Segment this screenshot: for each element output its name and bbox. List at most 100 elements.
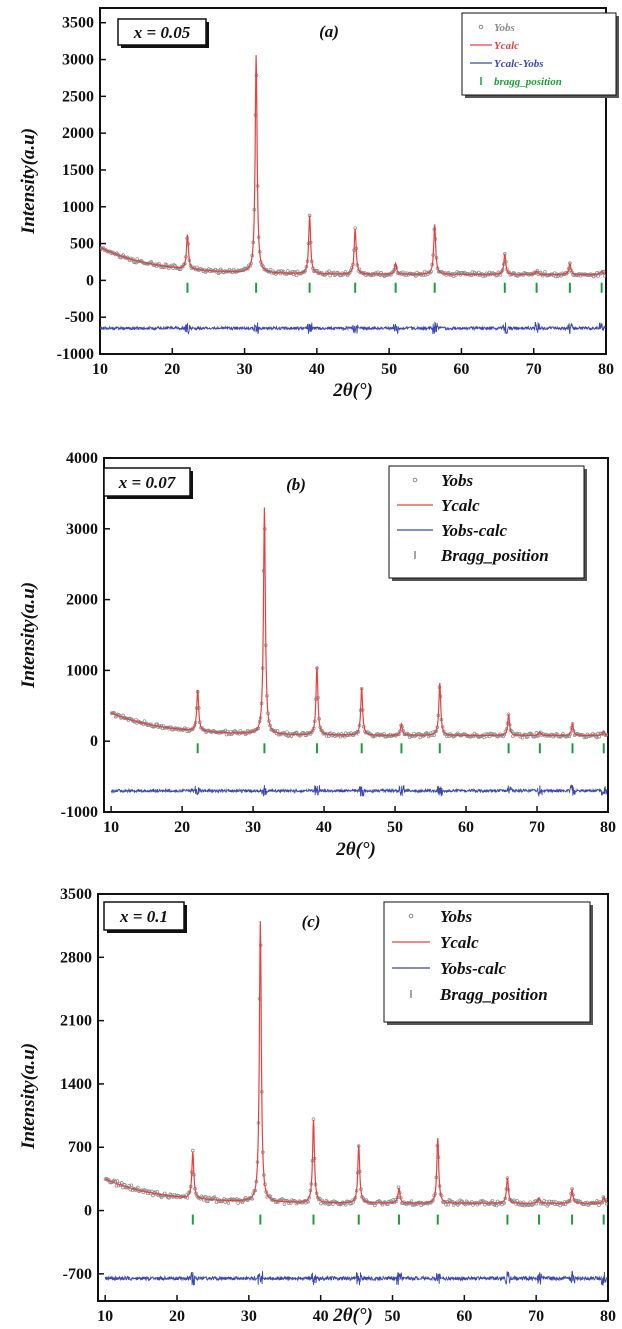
x-tick-label: 70 — [526, 361, 542, 378]
y-tick-label: 0 — [86, 272, 94, 289]
difference-line — [104, 1270, 608, 1286]
difference-line — [100, 321, 606, 335]
y-tick-label: 2000 — [62, 125, 94, 142]
yobs-point — [167, 1196, 171, 1200]
yobs-point — [344, 1202, 348, 1207]
y-tick-label: 3000 — [66, 521, 98, 538]
x-tick-label: 20 — [174, 819, 190, 836]
yobs-point — [136, 1185, 140, 1190]
y-tick-label: 2000 — [66, 592, 98, 609]
legend-symbol-yobs — [478, 24, 484, 30]
yobs-point — [246, 266, 250, 271]
y-tick-label: -1000 — [61, 804, 98, 821]
y-tick-label: 3500 — [60, 886, 92, 903]
yobs-point — [114, 1184, 119, 1188]
yobs-point — [327, 269, 331, 274]
legend-entry: bragg_position — [494, 76, 562, 88]
yobs-point — [306, 1199, 310, 1204]
yobs-point — [297, 733, 301, 737]
x-tick-label: 60 — [458, 819, 474, 836]
legend-box — [383, 901, 591, 1023]
yobs-point — [129, 1183, 134, 1187]
x-tick-label: 70 — [528, 1308, 544, 1325]
y-tick-label: 500 — [70, 236, 94, 253]
x-tick-label: 60 — [453, 361, 469, 378]
yobs-point — [191, 1148, 195, 1153]
y-tick-label: -500 — [65, 309, 94, 326]
plot-area — [100, 55, 606, 335]
yobs-point — [119, 1181, 124, 1185]
x-tick-label: 70 — [529, 819, 545, 836]
legend-symbol-yobs — [412, 477, 418, 483]
yobs-point — [155, 1189, 160, 1194]
legend-entry: Bragg_position — [439, 985, 548, 1004]
y-axis-title: Intensity(a.u) — [18, 128, 39, 235]
x-tick-label: 80 — [600, 819, 616, 836]
yobs-point — [595, 735, 599, 740]
x-tick-label: 80 — [598, 361, 614, 378]
ycalc-line — [105, 921, 608, 1204]
panel-label: (c) — [302, 912, 321, 931]
x-tick-label: 80 — [600, 1308, 616, 1325]
legend-entry: Yobs-calc — [440, 959, 507, 978]
yobs-point — [454, 273, 458, 277]
legend-entry: Yobs — [494, 22, 515, 34]
plot-frame — [99, 7, 607, 355]
yobs-point — [206, 1199, 210, 1204]
y-tick-label: 2500 — [62, 88, 94, 105]
yobs-point — [542, 1199, 546, 1203]
y-tick-label: 1000 — [66, 662, 98, 679]
y-tick-label: 3500 — [62, 15, 94, 32]
plot-frame — [103, 457, 609, 813]
panel-c: 10 20 30 40 50 60 70 80 -700 0 700 1400 2100 2800 3500… — [18, 886, 616, 1326]
x-tick-label: 20 — [164, 361, 180, 378]
yobs-point — [236, 1201, 240, 1205]
y-tick-label: 0 — [90, 733, 98, 750]
x-tick-label: 20 — [169, 1308, 185, 1325]
y-tick-label: 3000 — [62, 52, 94, 69]
yobs-point — [212, 1195, 217, 1199]
yobs-point — [446, 1203, 450, 1207]
composition-label: x = 0.1 — [119, 907, 168, 926]
x-tick-label: 40 — [313, 1308, 329, 1325]
y-tick-label: 0 — [84, 1203, 92, 1220]
legend-entry: Ycalc — [441, 496, 480, 515]
legend-entry: Yobs — [440, 907, 473, 926]
ycalc-line — [110, 507, 608, 737]
yobs-point — [534, 731, 539, 735]
composition-label: x = 0.07 — [118, 473, 177, 492]
difference-line — [110, 783, 608, 797]
y-axis-title: Intensity(a.u) — [18, 1043, 39, 1150]
legend-entry: Yobs-calc — [441, 521, 508, 540]
yobs-point — [142, 719, 147, 723]
plot-area — [103, 921, 608, 1286]
yobs-point — [520, 1203, 525, 1208]
x-tick-label: 60 — [456, 1308, 472, 1325]
yobs-point — [502, 1201, 506, 1205]
yobs-point — [282, 1202, 287, 1207]
legend-entry: Bragg_position — [440, 546, 549, 565]
x-tick-label: 30 — [245, 819, 261, 836]
composition-label: x = 0.05 — [133, 23, 191, 42]
yobs-point — [121, 1185, 125, 1190]
y-axis-title: Intensity(a.u) — [18, 582, 39, 689]
legend-entry: Ycalc-Yobs — [494, 58, 543, 70]
yobs-point — [250, 1197, 254, 1201]
x-tick-label: 50 — [387, 819, 403, 836]
y-tick-label: 700 — [68, 1139, 92, 1156]
yobs-point — [294, 273, 299, 278]
yobs-point — [407, 271, 412, 276]
yobs-point — [226, 1201, 231, 1205]
plot-area — [109, 507, 608, 797]
panel-label: (a) — [319, 22, 339, 41]
yobs-series — [100, 73, 606, 279]
yobs-point — [515, 1198, 519, 1203]
plot-frame — [97, 893, 609, 1302]
yobs-point — [597, 1203, 601, 1208]
panel-b: 10 20 30 40 50 60 70 80 -1000 0 1000 2000 3000 4000 2θ… — [18, 450, 616, 860]
legend-symbol-yobs — [408, 913, 414, 919]
yobs-point — [115, 1179, 120, 1183]
legend-entry: Ycalc — [494, 40, 519, 52]
yobs-point — [203, 1194, 208, 1199]
